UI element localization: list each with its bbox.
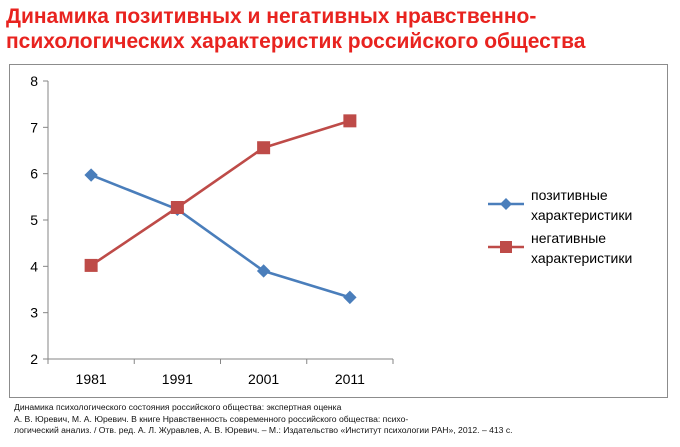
legend-marker-diamond (500, 198, 512, 210)
data-point-marker (256, 264, 271, 278)
title-line-2: психологических характеристик российског… (6, 30, 586, 53)
data-point-marker (84, 168, 98, 182)
source-line-2: А. В. Юревич, М. А. Юревич. В книге Нрав… (14, 413, 409, 424)
legend-label: негативные (531, 230, 606, 246)
data-point-marker (343, 290, 357, 305)
data-point-marker (170, 200, 184, 214)
x-tick-label: 2001 (248, 371, 279, 387)
source-line-3: логический анализ. / Отв. ред. А. Л. Жур… (14, 425, 513, 435)
legend-label: позитивные (531, 187, 608, 203)
x-tick-label: 1991 (162, 371, 193, 387)
y-tick-label: 7 (30, 119, 38, 135)
x-tick-label: 2011 (335, 371, 365, 387)
y-tick-label: 2 (30, 351, 38, 367)
legend-label: характеристики (531, 250, 632, 266)
y-tick-label: 5 (30, 212, 38, 228)
x-tick-label: 1981 (76, 371, 107, 387)
y-tick-label: 4 (30, 258, 38, 274)
data-point-marker (84, 258, 98, 272)
source-note: Динамика психологического состояния росс… (14, 402, 664, 437)
series-line-2 (90, 119, 351, 267)
data-point-marker (343, 114, 357, 128)
data-point-marker (257, 141, 271, 155)
title-line-1: Динамика позитивных и негативных нравств… (6, 5, 537, 28)
y-tick-label: 6 (30, 166, 38, 182)
legend-marker-square (500, 241, 512, 253)
y-tick-label: 8 (30, 73, 38, 89)
page-title: Динамика позитивных и негативных нравств… (6, 4, 666, 54)
y-tick-label: 3 (30, 305, 38, 321)
legend-label: характеристики (531, 207, 632, 223)
chart-area (9, 64, 668, 398)
source-line-1: Динамика психологического состояния росс… (14, 402, 342, 412)
series-line-1 (90, 173, 351, 299)
